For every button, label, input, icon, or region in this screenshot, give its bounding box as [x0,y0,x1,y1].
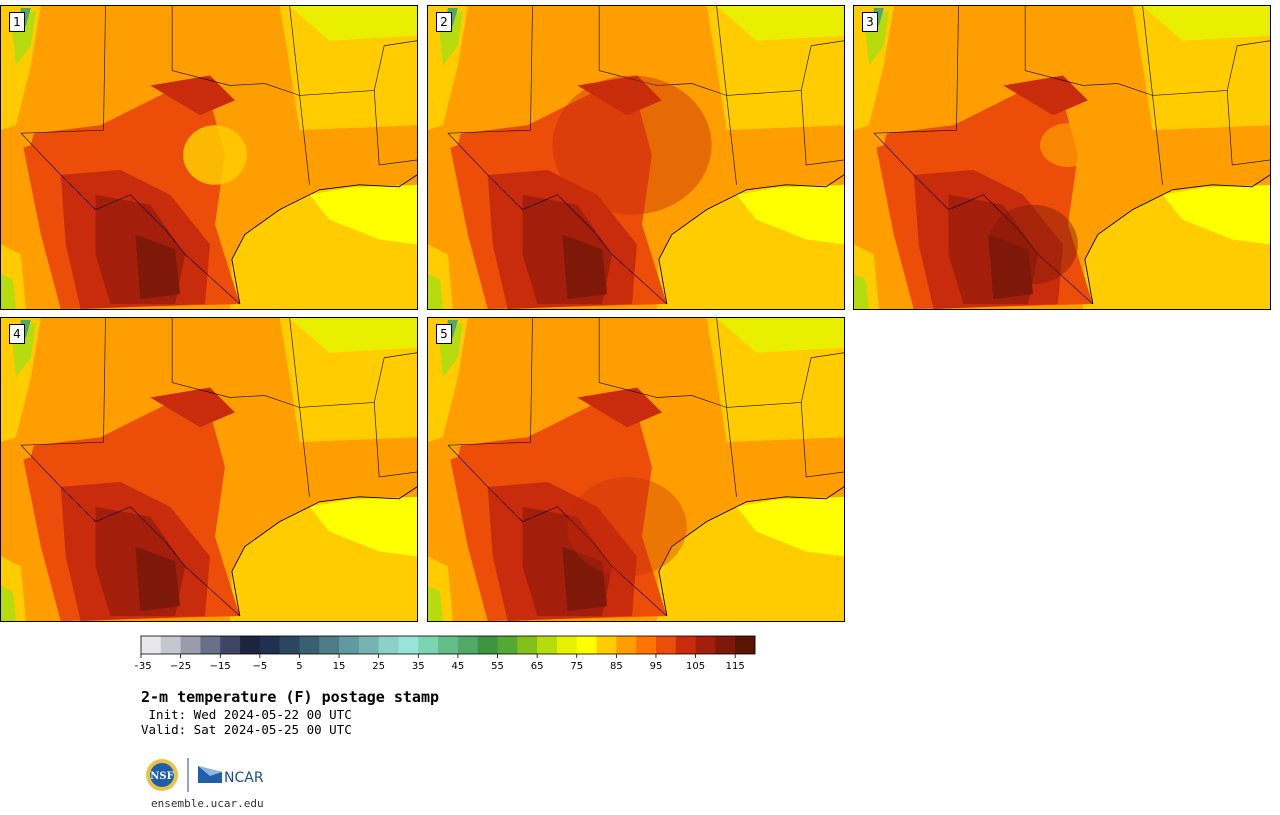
forecast-map-panel: 5 [427,317,845,622]
colorbar-swatch [477,636,498,654]
forecast-map-panel: 2 [427,5,845,310]
colorbar-swatch [596,636,617,654]
colorbar-swatch [141,636,162,654]
ncar-logo: NCAR [198,766,264,786]
colorbar-swatch [398,636,419,654]
colorbar-swatch [279,636,300,654]
colorbar-swatch [537,636,558,654]
colorbar-tick-label: −15 [210,661,231,672]
member-number-label: 2 [436,12,452,32]
colorbar-swatch [240,636,261,654]
colorbar-swatch [438,636,459,654]
colorbar-tick-label: −35 [135,661,152,672]
colorbar-tick-label: 15 [333,661,346,672]
nsf-logo-text: NSF [150,771,173,782]
colorbar-tick-label: 95 [650,661,663,672]
colorbar-swatch [457,636,479,654]
member-number-label: 1 [9,12,25,32]
colorbar-swatch [576,636,597,654]
colorbar-swatch [497,636,518,654]
colorbar-tick-label: 65 [531,661,544,672]
forecast-map-panel: 3 [853,5,1271,310]
colorbar-swatch [339,636,360,654]
temperature-map [1,318,417,621]
colorbar-swatch [319,636,340,654]
colorbar-swatch [715,636,736,654]
colorbar-swatch [636,636,657,654]
colorbar-swatch [180,636,201,654]
temperature-map [428,6,844,309]
colorbar-tick-label: 35 [412,661,425,672]
colorbar-swatch [675,636,696,654]
colorbar-swatch [220,636,241,654]
colorbar-swatch [358,636,379,654]
colorbar-swatch [259,636,280,654]
figure-title: 2-m temperature (F) postage stamp [141,688,440,706]
valid-time: Valid: Sat 2024-05-25 00 UTC [141,722,352,737]
member-number-label: 3 [862,12,878,32]
colorbar-swatch [160,636,181,654]
nsf-ncar-logos: NSF NCAR [146,758,264,792]
ncar-logo-text: NCAR [224,770,264,786]
colorbar-tick-label: 55 [491,661,504,672]
colorbar-swatch [735,636,756,654]
colorbar-swatch [695,636,716,654]
colorbar-tick-label: 85 [610,661,623,672]
member-number-label: 5 [436,324,452,344]
colorbar-swatch [200,636,221,654]
forecast-map-panel: 1 [0,5,418,310]
colorbar-swatch [378,636,399,654]
colorbar-swatch [616,636,637,654]
colorbar-swatch [418,636,439,654]
colorbar-tick-label: 5 [296,661,302,672]
colorbar-tick-label: 25 [372,661,385,672]
colorbar-swatch [299,636,320,654]
colorbar-tick-label: 45 [452,661,465,672]
nsf-logo: NSF [146,759,178,791]
member-number-label: 4 [9,324,25,344]
colorbar-swatch [517,636,538,654]
colorbar-swatch [655,636,677,654]
temperature-map [1,6,417,309]
colorbar-tick-label: 75 [570,661,583,672]
temperature-map [428,318,844,621]
temperature-map [854,6,1270,309]
colorbar-tick-label: −5 [252,661,267,672]
temperature-colorbar: −35 −25 −15 −5 5 15 25 35 45 55 65 75 85 95 105 115 [135,635,756,672]
colorbar-swatch [556,636,578,654]
colorbar-tick-label: 115 [726,661,745,672]
website-link[interactable]: ensemble.ucar.edu [151,797,264,810]
colorbar-tick-label: −25 [170,661,191,672]
init-time: Init: Wed 2024-05-22 00 UTC [141,707,352,722]
colorbar-tick-label: 105 [686,661,705,672]
forecast-map-panel: 4 [0,317,418,622]
